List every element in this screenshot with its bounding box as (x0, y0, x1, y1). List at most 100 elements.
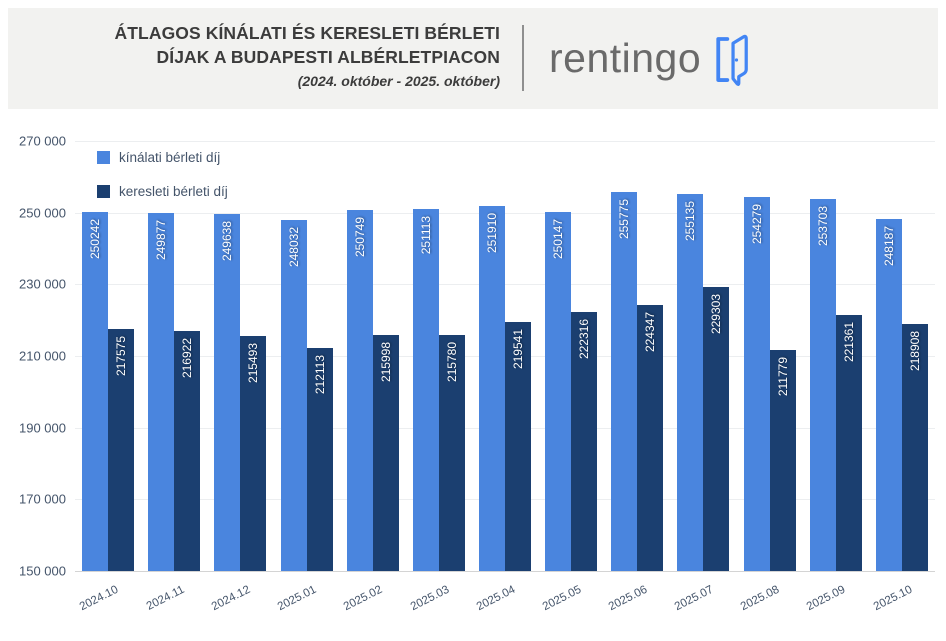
title-line-1: ÁTLAGOS KÍNÁLATI ÉS KERESLETI BÉRLETI (114, 23, 500, 43)
bar-group: 255135 229303 2025.07 (670, 141, 736, 613)
y-tick-label: 270 000 (19, 133, 66, 149)
bar-value-label: 250242 (88, 218, 103, 259)
bar-value-label: 217575 (114, 335, 129, 376)
bar-value-label: 212113 (312, 355, 327, 395)
header-divider (522, 25, 524, 91)
y-tick-label: 190 000 (19, 420, 66, 436)
x-tick-label: 2024.10 (77, 583, 121, 614)
legend: kínálati bérleti díj keresleti bérleti dí… (97, 146, 228, 214)
rentingo-logo: rentingo (549, 8, 755, 109)
legend-label: keresleti bérleti díj (119, 183, 228, 199)
demand-bar: 215780 (438, 335, 465, 571)
offer-bar: 248187 (875, 219, 902, 571)
bar-value-label: 251113 (418, 215, 433, 254)
bar-group: 251113 215780 2025.03 (406, 141, 472, 613)
bar-value-label: 216922 (180, 338, 195, 379)
legend-item: kínálati bérleti díj (97, 146, 228, 168)
offer-bar: 250147 (545, 212, 572, 571)
gridline (75, 141, 935, 142)
bar-group: 248032 212113 2025.01 (273, 141, 339, 613)
bar-value-label: 219541 (511, 328, 526, 369)
bar-group: 249877 216922 2024.11 (141, 141, 207, 613)
y-tick-label: 250 000 (19, 205, 66, 221)
demand-bar: 218908 (901, 324, 928, 571)
bar-value-label: 251910 (485, 212, 500, 253)
open-door-icon (713, 29, 755, 88)
bar-value-label: 250147 (551, 219, 566, 260)
offer-bar: 249877 (148, 213, 175, 571)
offer-bar: 251113 (412, 208, 439, 571)
offer-bar: 253703 (809, 199, 836, 571)
demand-bar: 217575 (108, 328, 135, 571)
bar-groups: 250242 217575 2024.10 249877 216922 2024.11 24… (75, 141, 935, 613)
legend-swatch (97, 150, 110, 164)
bar-group: 250749 215998 2025.02 (340, 141, 406, 613)
bar-value-label: 215998 (378, 341, 393, 382)
offer-bar: 251910 (479, 205, 506, 571)
demand-bar: 229303 (703, 286, 730, 571)
x-tick-label: 2025.05 (540, 583, 584, 614)
demand-bar: 222316 (571, 311, 598, 571)
y-tick-label: 210 000 (19, 348, 66, 364)
bar-value-label: 248032 (286, 226, 301, 267)
offer-bar: 254279 (743, 197, 770, 571)
offer-bar: 255775 (611, 191, 638, 571)
bar-value-label: 253703 (815, 206, 830, 247)
bar-value-label: 254279 (749, 204, 764, 245)
x-tick-label: 2025.01 (276, 583, 319, 614)
bar-value-label: 222316 (577, 318, 592, 359)
logo-text: rentingo (549, 35, 702, 81)
x-tick-label: 2024.12 (209, 583, 253, 614)
bar-group: 253703 221361 2025.09 (803, 141, 869, 613)
offer-bar: 248032 (280, 219, 307, 571)
bar-group: 249638 215493 2024.12 (207, 141, 273, 613)
bar-value-label: 215493 (246, 343, 261, 384)
legend-item: keresleti bérleti díj (97, 180, 228, 202)
bar-value-label: 215780 (444, 342, 459, 383)
demand-bar: 219541 (505, 321, 532, 571)
y-axis: 270 000 250 000 230 000 210 000 190 000 170 0… (0, 134, 66, 579)
y-tick-label: 150 000 (19, 563, 66, 579)
demand-bar: 211779 (769, 349, 796, 571)
bar-value-label: 229303 (709, 293, 724, 334)
plot-area: 250242 217575 2024.10 249877 216922 2024.11 24… (75, 141, 935, 613)
legend-label: kínálati bérleti díj (119, 149, 221, 165)
x-tick-label: 2025.02 (342, 583, 385, 614)
x-tick-label: 2024.11 (144, 583, 187, 613)
x-tick-label: 2025.09 (805, 583, 848, 614)
bar-value-label: 218908 (907, 331, 922, 372)
bar-value-label: 224347 (643, 311, 658, 352)
offer-bar: 249638 (214, 213, 241, 571)
demand-bar: 216922 (174, 331, 201, 571)
y-tick-label: 170 000 (19, 491, 66, 507)
header-card: ÁTLAGOS KÍNÁLATI ÉS KERESLETI BÉRLETI DÍ… (8, 8, 938, 109)
bar-group: 254279 211779 2025.08 (737, 141, 803, 613)
demand-bar: 215998 (372, 334, 399, 571)
demand-bar: 215493 (240, 336, 267, 571)
offer-bar: 250749 (346, 209, 373, 571)
bar-value-label: 221361 (841, 322, 856, 363)
bar-group: 250242 217575 2024.10 (75, 141, 141, 613)
bar-group: 255775 224347 2025.06 (604, 141, 670, 613)
x-tick-label: 2025.06 (606, 583, 650, 614)
bar-group: 251910 219541 2025.04 (472, 141, 538, 613)
legend-swatch (97, 184, 110, 198)
bar-group: 250147 222316 2025.05 (538, 141, 604, 613)
x-tick-label: 2025.08 (739, 583, 782, 614)
bar-value-label: 249638 (220, 220, 235, 262)
y-tick-label: 230 000 (19, 276, 66, 292)
bar-value-label: 211779 (775, 356, 790, 396)
bar-value-label: 250749 (352, 216, 367, 258)
bar-value-label: 249877 (154, 220, 169, 261)
offer-bar: 255135 (677, 194, 704, 571)
demand-bar: 212113 (306, 348, 333, 571)
bar-value-label: 255775 (617, 198, 632, 240)
chart-title-block: ÁTLAGOS KÍNÁLATI ÉS KERESLETI BÉRLETI DÍ… (115, 21, 500, 94)
bar-group: 248187 218908 2025.10 (869, 141, 935, 613)
x-tick-label: 2025.04 (474, 583, 518, 614)
bar-value-label: 248187 (881, 226, 896, 267)
demand-bar: 224347 (637, 304, 664, 571)
x-tick-label: 2025.10 (871, 583, 914, 614)
x-tick-label: 2025.07 (672, 583, 716, 614)
x-tick-label: 2025.03 (408, 583, 451, 614)
